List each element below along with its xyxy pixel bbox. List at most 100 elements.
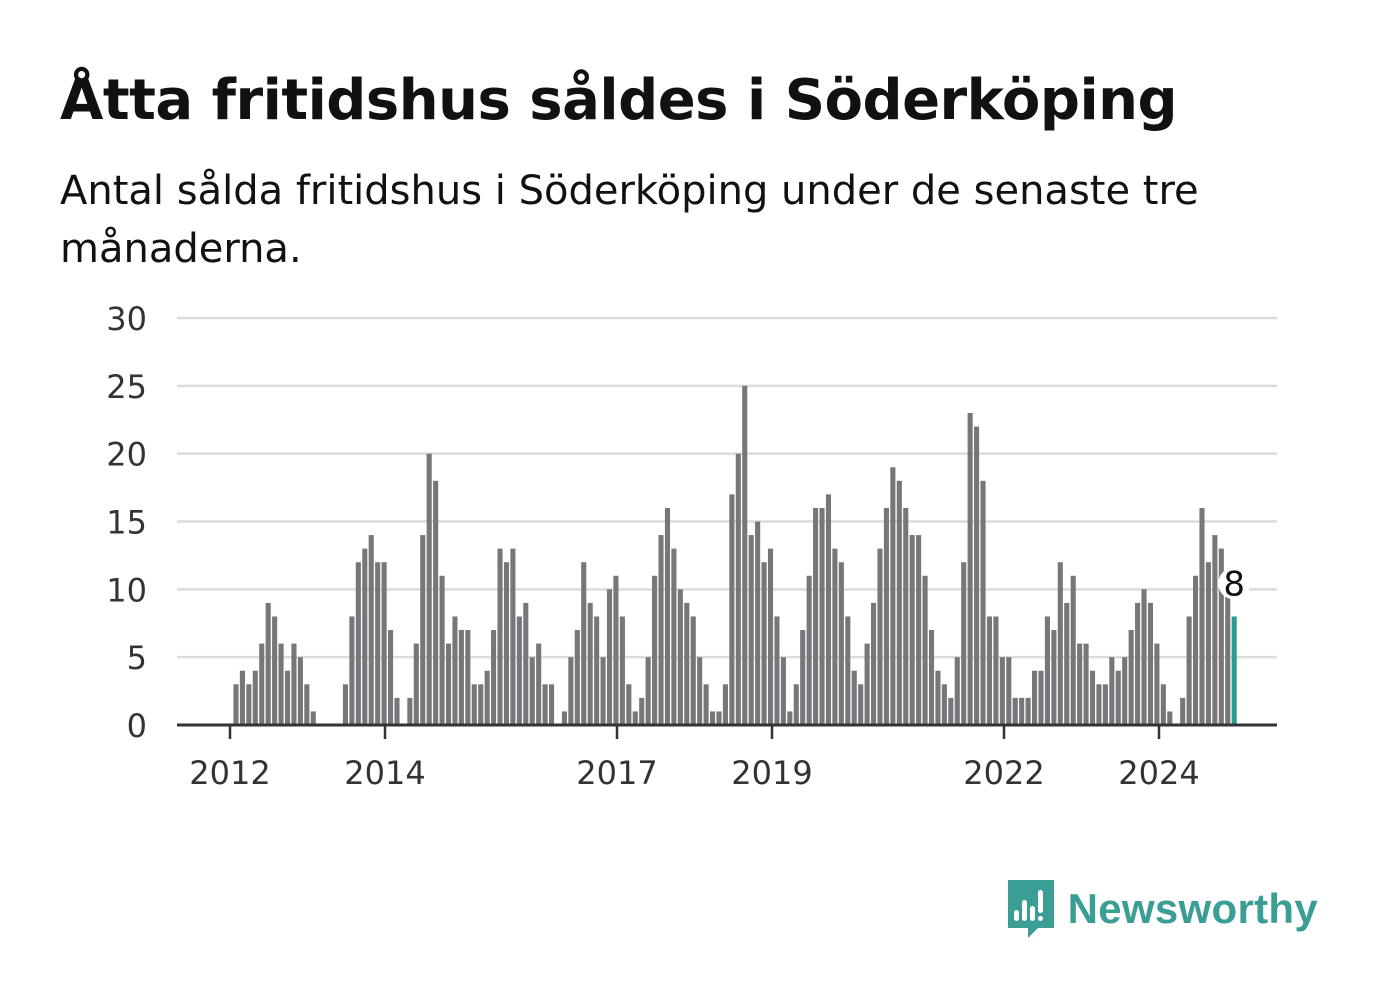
bar	[961, 562, 967, 725]
bar	[864, 643, 870, 725]
bar	[858, 684, 864, 725]
bar	[413, 643, 419, 725]
bar	[697, 657, 703, 725]
bar	[574, 630, 580, 725]
bar	[883, 507, 889, 725]
x-tick-label: 2019	[731, 754, 812, 792]
bar	[1167, 711, 1173, 725]
bar	[838, 562, 844, 725]
bar	[948, 697, 954, 725]
chart-title: Åtta fritidshus såldes i Söderköping	[60, 68, 1178, 133]
bar	[664, 507, 671, 725]
bar	[600, 657, 606, 725]
bar	[233, 684, 239, 725]
x-axis-labels: 2012 2014 2017 2019 2022 2024	[189, 754, 1199, 792]
bar	[1012, 697, 1018, 725]
callout-background	[1218, 567, 1251, 600]
bar	[529, 657, 535, 725]
bar	[845, 616, 851, 725]
bar	[1160, 684, 1166, 725]
bar	[793, 684, 799, 725]
x-tick-label: 2017	[576, 754, 657, 792]
bar	[1212, 535, 1218, 725]
bar	[825, 494, 832, 725]
bar	[1109, 657, 1115, 725]
bar	[1083, 643, 1089, 725]
bar	[1122, 657, 1128, 725]
bar	[986, 616, 993, 725]
x-axis	[177, 723, 1277, 739]
y-tick-label: 30	[106, 300, 147, 338]
bar	[594, 616, 600, 725]
bar	[980, 480, 986, 725]
bar	[246, 684, 252, 725]
bar	[1064, 602, 1070, 725]
bar	[310, 711, 316, 725]
y-tick-label: 20	[106, 436, 147, 474]
bar	[1038, 670, 1044, 725]
bar-latest	[1231, 616, 1237, 725]
brand-logo: Newsworthy	[1006, 878, 1318, 940]
bar	[265, 602, 271, 725]
bar	[1225, 575, 1231, 725]
y-axis-labels: 0 5 10 15 20 25 30	[106, 300, 147, 745]
bar	[1218, 548, 1224, 725]
bar	[1102, 684, 1108, 725]
bar	[954, 657, 960, 725]
bar	[1051, 630, 1057, 725]
bar	[1070, 575, 1076, 725]
bar	[523, 602, 529, 725]
bar	[1135, 602, 1141, 725]
bars	[233, 385, 1237, 725]
bar	[626, 684, 632, 725]
bar	[239, 670, 245, 725]
bar	[909, 535, 915, 725]
bar	[877, 548, 883, 725]
bar	[903, 507, 909, 725]
bar	[761, 562, 767, 725]
bar	[896, 480, 902, 725]
y-tick-label: 15	[106, 504, 147, 542]
bar	[974, 426, 980, 725]
bar	[606, 589, 613, 725]
bar	[439, 575, 445, 725]
bar	[536, 643, 542, 725]
bar	[426, 453, 432, 725]
bar	[658, 535, 664, 725]
bar	[767, 548, 774, 725]
callout-label: 8	[1223, 564, 1245, 604]
x-tick-label: 2022	[963, 754, 1044, 792]
bar	[832, 548, 838, 725]
bar	[291, 643, 297, 725]
bar	[780, 657, 786, 725]
bar	[252, 670, 258, 725]
bar	[458, 630, 464, 725]
newsworthy-bar-chart-icon	[1007, 880, 1054, 938]
bar	[613, 575, 619, 725]
bar	[471, 684, 477, 725]
bar	[645, 657, 651, 725]
bar	[465, 630, 471, 725]
bar	[806, 575, 812, 725]
bar	[452, 616, 458, 725]
bar	[774, 616, 780, 725]
bar	[941, 684, 947, 725]
bar	[510, 548, 516, 725]
bar	[304, 684, 310, 725]
bar	[787, 711, 793, 725]
bar	[568, 657, 574, 725]
bar	[381, 562, 387, 725]
bar	[388, 630, 394, 725]
bar	[755, 521, 761, 725]
bar	[1089, 670, 1096, 725]
bar	[297, 657, 303, 725]
bar	[484, 670, 490, 725]
bar	[819, 507, 825, 725]
bar	[999, 657, 1005, 725]
bar	[549, 684, 555, 725]
chart-subtitle: Antal sålda fritidshus i Söderköping und…	[60, 168, 1199, 272]
bar	[922, 575, 928, 725]
bar	[491, 630, 497, 725]
bar	[690, 616, 696, 725]
